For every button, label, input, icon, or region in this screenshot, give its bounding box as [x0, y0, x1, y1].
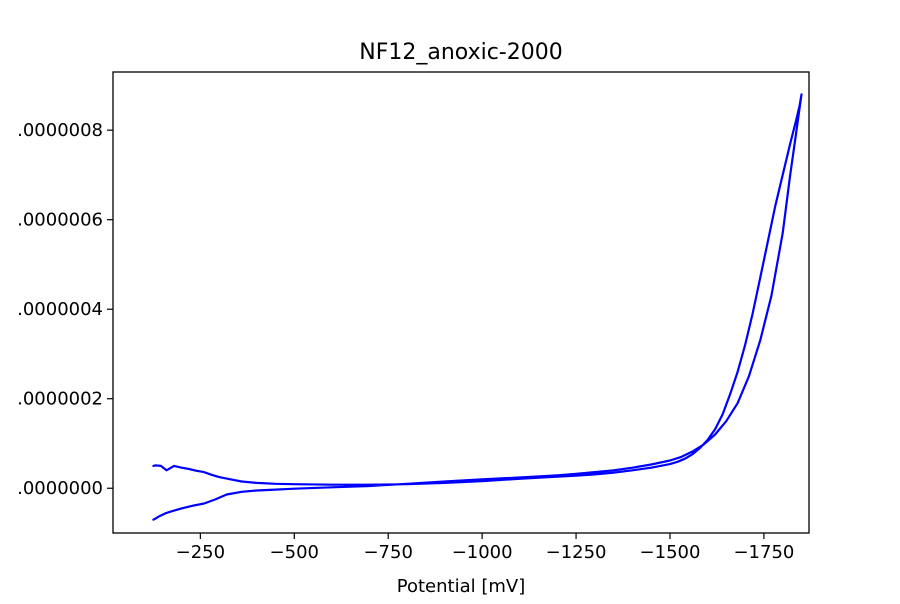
y-tick-label: .0000006 — [17, 210, 103, 231]
y-tick-label: .0000008 — [17, 120, 103, 141]
x-axis: −250 −500 −750 −1000 −1250 −1500 −1750 — [176, 533, 794, 563]
series-line-0 — [152, 93, 803, 521]
y-tick-label: .0000002 — [17, 389, 103, 410]
chart-title: NF12_anoxic-2000 — [359, 40, 562, 65]
plot-area-frame — [112, 71, 810, 534]
y-axis: .0000000 .0000002 .0000004 .0000006 .0000008 — [17, 120, 113, 499]
x-tick-label: −1750 — [733, 542, 794, 563]
y-tick-label: .0000000 — [17, 478, 103, 499]
y-tick-label: .0000004 — [17, 299, 103, 320]
x-tick-label: −250 — [176, 542, 225, 563]
x-tick-label: −500 — [270, 542, 319, 563]
x-tick-label: −1000 — [452, 542, 513, 563]
x-tick-label: −1250 — [546, 542, 607, 563]
series-layer — [152, 93, 803, 521]
x-axis-label: Potential [mV] — [397, 576, 525, 597]
x-tick-label: −1500 — [640, 542, 701, 563]
x-tick-label: −750 — [363, 542, 412, 563]
